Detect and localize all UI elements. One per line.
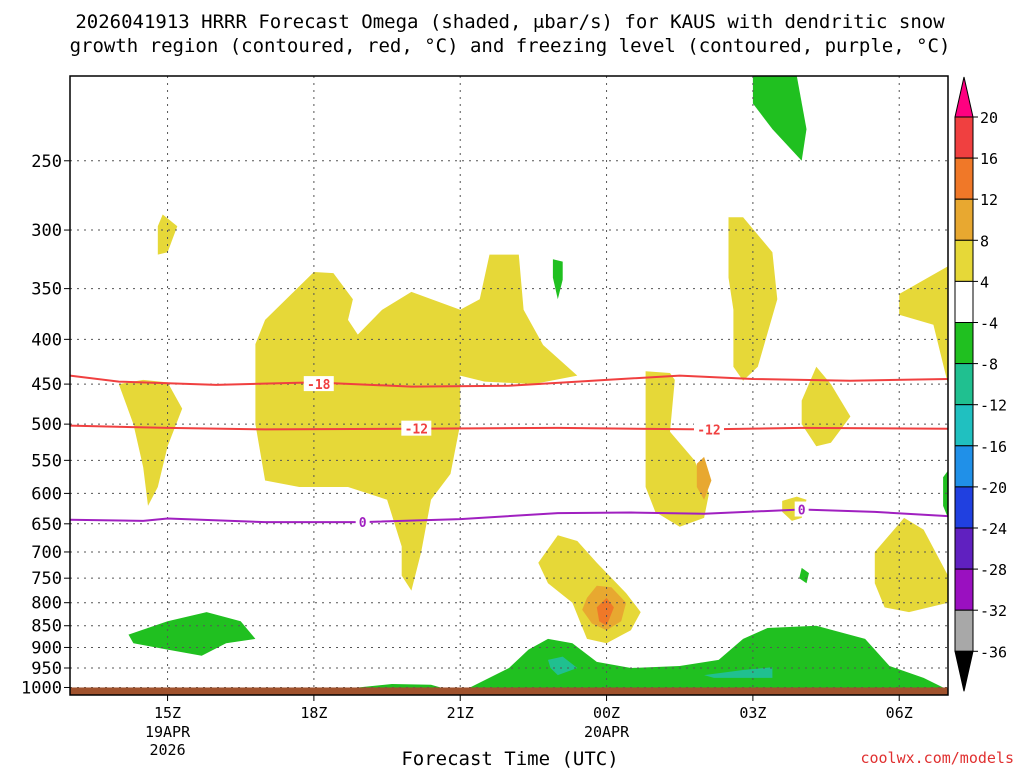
y-tick-label-1000: 1000	[21, 678, 62, 698]
colorbar-label--20: -20	[980, 479, 1007, 497]
colorbar-label--32: -32	[980, 602, 1007, 620]
x-tick-label-03Z: 03Z	[739, 704, 766, 722]
colorbar-segment-10	[954, 486, 974, 529]
credit-text: coolwx.com/models	[860, 749, 1014, 767]
y-tick-label-900: 900	[31, 638, 62, 658]
y-tick-label-800: 800	[31, 594, 62, 614]
colorbar-segment-12	[954, 568, 974, 611]
omega-region-14-orange	[696, 456, 712, 500]
omega-region-2-green	[552, 259, 563, 300]
colorbar-segment-1	[954, 116, 974, 159]
contour-label-1-1: -12	[697, 423, 720, 438]
colorbar-bottom-arrow	[954, 650, 974, 692]
contour-lines: -18 -12 -12 0 0	[69, 374, 949, 531]
colorbar-segment-3	[954, 198, 974, 241]
x-tick-label-00Z: 00Z	[593, 704, 620, 722]
x-tick-label-21Z: 21Z	[447, 704, 474, 722]
colorbar-label-12: 12	[980, 191, 998, 209]
contour-label-0-0: -18	[307, 378, 331, 393]
omega-region-16-green	[943, 470, 948, 518]
omega-region-15-green	[799, 567, 809, 584]
y-tick-label-500: 500	[31, 415, 62, 435]
y-tick-label-550: 550	[31, 451, 62, 471]
chart-title-line1: 2026041913 HRRR Forecast Omega (shaded, …	[75, 11, 945, 33]
contour-line-1	[69, 424, 949, 431]
contour-label-bg	[401, 420, 432, 436]
plot-frame	[69, 75, 949, 696]
y-tick-label-650: 650	[31, 515, 62, 535]
y-tick-label-600: 600	[31, 484, 62, 504]
colorbar-label--24: -24	[980, 520, 1007, 538]
colorbar-label--16: -16	[980, 438, 1007, 456]
omega-region-17-green	[128, 612, 256, 656]
y-tick-label-950: 950	[31, 659, 62, 679]
omega-shaded-regions	[118, 76, 948, 688]
y-tick-label-450: 450	[31, 375, 62, 395]
colorbar-segment-5	[954, 280, 974, 323]
x-axis-label: Forecast Time (UTC)	[401, 748, 618, 768]
omega-region-4-yellow	[899, 266, 948, 385]
y-tick-label-300: 300	[31, 221, 62, 241]
y-tick-label-750: 750	[31, 569, 62, 589]
contour-label-bg	[303, 376, 334, 392]
omega-region-10-yellow	[874, 517, 948, 613]
y-tick-label-250: 250	[31, 152, 62, 172]
y-axis-pressure: 2503003504004505005506006507007508008509…	[21, 152, 70, 698]
colorbar-label-20: 20	[980, 109, 998, 127]
colorbar-label-4: 4	[980, 273, 989, 291]
x-tick-label-18Z: 18Z	[300, 704, 327, 722]
omega-region-1-yellow	[157, 214, 178, 255]
contour-line-0	[69, 374, 949, 388]
colorbar-segment-13	[954, 609, 974, 652]
colorbar-label--4: -4	[980, 315, 998, 333]
omega-region-13-dark-orange	[596, 597, 614, 626]
contour-label-bg	[794, 501, 809, 517]
colorbar-segment-9	[954, 445, 974, 488]
x-tick-date-15Z: 19APR	[145, 723, 191, 741]
colorbar-legend: 20 16 12 8 4 -4 -8 -12 -16 -20 -24 -28 -32 -36	[954, 76, 1007, 692]
omega-region-7-yellow	[645, 371, 709, 527]
omega-region-0-green	[752, 76, 807, 161]
ground-surface	[70, 687, 948, 695]
omega-region-19-teal	[548, 656, 578, 676]
contour-label-1-0: -12	[405, 423, 428, 438]
colorbar-label--8: -8	[980, 356, 998, 374]
y-tick-label-700: 700	[31, 543, 62, 563]
x-tick-label-15Z: 15Z	[154, 704, 181, 722]
colorbar-label--12: -12	[980, 397, 1007, 415]
colorbar-segment-7	[954, 363, 974, 406]
colorbar-segment-11	[954, 527, 974, 570]
y-tick-label-350: 350	[31, 280, 62, 300]
colorbar-label--36: -36	[980, 643, 1007, 661]
colorbar-segment-2	[954, 157, 974, 200]
colorbar-segment-4	[954, 239, 974, 282]
contour-label-bg	[355, 514, 370, 530]
x-tick-label-06Z: 06Z	[886, 704, 913, 722]
contour-label-bg	[693, 421, 724, 437]
colorbar-label--28: -28	[980, 561, 1007, 579]
omega-region-8-yellow	[801, 366, 851, 447]
y-tick-label-850: 850	[31, 617, 62, 637]
omega-region-20-teal	[704, 667, 773, 678]
x-tick-year-15Z: 2026	[149, 741, 185, 759]
colorbar-label-8: 8	[980, 232, 989, 250]
chart-title-line2: growth region (contoured, red, °C) and f…	[70, 35, 951, 57]
contour-line-2	[69, 508, 949, 524]
colorbar-top-arrow	[954, 76, 974, 118]
colorbar-segment-8	[954, 404, 974, 447]
contour-label-2-0: 0	[359, 516, 367, 531]
colorbar-label-16: 16	[980, 150, 998, 168]
colorbar-segment-6	[954, 322, 974, 365]
x-tick-date-00Z: 20APR	[584, 723, 630, 741]
omega-region-6-yellow	[118, 379, 183, 506]
y-tick-label-400: 400	[31, 330, 62, 350]
omega-region-18-green	[470, 625, 944, 688]
omega-region-21-green	[357, 684, 441, 688]
omega-region-3-yellow	[728, 217, 778, 381]
contour-label-2-1: 0	[798, 504, 806, 519]
